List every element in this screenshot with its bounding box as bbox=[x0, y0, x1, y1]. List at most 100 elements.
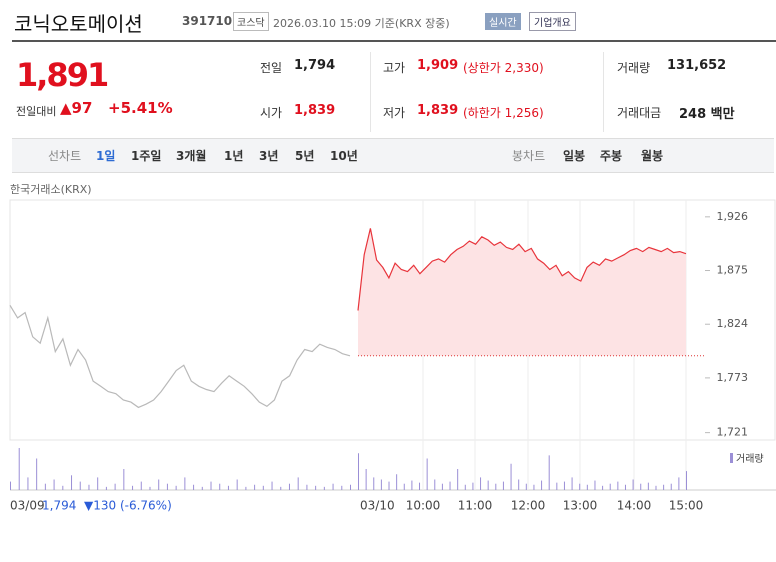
x-tick-label: 15:00 bbox=[669, 499, 704, 513]
stat-value: 1,794 bbox=[294, 58, 336, 73]
period-tab[interactable]: 10년 bbox=[330, 149, 358, 163]
stat-value: 1,839 bbox=[417, 103, 459, 118]
volume-bar bbox=[464, 484, 466, 490]
volume-bar bbox=[594, 480, 596, 490]
volume-bar bbox=[166, 483, 168, 490]
volume-bar bbox=[341, 485, 343, 490]
divider bbox=[12, 40, 776, 42]
volume-bar bbox=[36, 458, 38, 490]
x-tick-label: 03/10 bbox=[360, 499, 395, 513]
volume-bar bbox=[280, 486, 282, 490]
volume-bar bbox=[586, 484, 588, 490]
volume-bar bbox=[487, 480, 489, 490]
volume-bar bbox=[640, 483, 642, 490]
volume-bar bbox=[245, 486, 247, 490]
volume-bar bbox=[434, 479, 436, 490]
period-tab[interactable]: 1년 bbox=[224, 149, 244, 163]
volume-bar bbox=[27, 477, 29, 490]
volume-bar bbox=[350, 484, 351, 490]
stat-value: 1,839 bbox=[294, 103, 336, 118]
y-tick-label: 1,824 bbox=[717, 317, 749, 330]
tab-label: 봉차트 bbox=[512, 149, 546, 163]
stat-label: 시가 bbox=[260, 106, 283, 120]
volume-bar bbox=[210, 481, 212, 490]
volume-bar bbox=[365, 469, 367, 490]
volume-bar bbox=[123, 469, 125, 490]
period-tab[interactable]: 3개월 bbox=[176, 149, 207, 163]
volume-bar bbox=[10, 481, 11, 490]
source: 한국거래소(KRX) bbox=[10, 183, 92, 196]
candle-tab[interactable]: 월봉 bbox=[641, 149, 664, 163]
volume-bar bbox=[571, 477, 573, 490]
volume-bar bbox=[219, 483, 221, 490]
volume-bar bbox=[140, 481, 142, 490]
volume-bar bbox=[670, 483, 672, 490]
volume-bar bbox=[271, 481, 273, 490]
volume-bar bbox=[380, 479, 382, 490]
volume-bar bbox=[602, 485, 604, 490]
stat-label: 고가 bbox=[383, 61, 406, 75]
volume-bar bbox=[579, 483, 581, 490]
change-rate: +5.41% bbox=[108, 99, 173, 117]
volume-bar bbox=[132, 485, 134, 490]
stat-label: 저가 bbox=[383, 106, 406, 120]
volume-bar bbox=[556, 482, 558, 490]
stat-label: 거래량 bbox=[617, 61, 651, 75]
prev-change: ▼130 (-6.76%) bbox=[84, 499, 172, 513]
overview-button[interactable]: 기업개요 bbox=[529, 12, 576, 31]
volume-bar bbox=[533, 484, 535, 490]
volume-bar bbox=[472, 482, 474, 490]
volume-bar bbox=[510, 463, 512, 490]
volume-bar bbox=[632, 479, 634, 490]
volume-bar bbox=[44, 483, 46, 490]
plot-frame bbox=[9, 199, 776, 441]
x-tick-label: 03/09 bbox=[10, 499, 45, 513]
stat-label: 전일 bbox=[260, 61, 283, 75]
stat-value: 1,909 bbox=[417, 58, 459, 73]
legend-label: 거래량 bbox=[736, 453, 764, 465]
volume-bar bbox=[158, 479, 160, 490]
x-tick-label: 10:00 bbox=[406, 499, 441, 513]
volume-bar bbox=[306, 484, 308, 490]
volume-bar bbox=[525, 483, 527, 490]
volume-bar bbox=[502, 481, 504, 490]
period-tab[interactable]: 1일 bbox=[96, 149, 116, 163]
volume-bar bbox=[315, 485, 317, 490]
candle-tab[interactable]: 주봉 bbox=[600, 149, 623, 163]
volume-bar bbox=[609, 483, 611, 490]
volume-bar bbox=[449, 481, 451, 490]
volume-bar bbox=[254, 484, 256, 490]
volume-bar bbox=[323, 486, 325, 490]
x-tick-label: 13:00 bbox=[563, 499, 598, 513]
volume-bar bbox=[647, 482, 649, 490]
volume-bar bbox=[663, 484, 665, 490]
market-badge: 코스닥 bbox=[233, 12, 269, 31]
y-tick-label: 1,926 bbox=[717, 210, 749, 223]
price-line bbox=[9, 304, 351, 409]
stock-code: 391710 bbox=[182, 14, 233, 28]
stat-divider bbox=[370, 52, 371, 132]
volume-bar bbox=[678, 477, 680, 490]
y-tick-label: 1,721 bbox=[717, 426, 749, 439]
volume-bar bbox=[297, 477, 299, 490]
tab-label: 선차트 bbox=[48, 149, 82, 163]
candle-tab[interactable]: 일봉 bbox=[563, 149, 586, 163]
realtime-badge[interactable]: 실시간 bbox=[485, 13, 521, 30]
legend-swatch bbox=[730, 453, 733, 463]
volume-bar bbox=[288, 483, 290, 490]
volume-bar bbox=[457, 469, 459, 490]
volume-bar bbox=[193, 484, 195, 490]
stat-label: 거래대금 bbox=[617, 106, 662, 120]
volume-bar bbox=[105, 486, 107, 490]
volume-bar bbox=[403, 483, 405, 490]
period-tab[interactable]: 3년 bbox=[259, 149, 279, 163]
volume-bar bbox=[201, 486, 203, 490]
volume-bar bbox=[236, 479, 238, 490]
period-tab[interactable]: 1주일 bbox=[131, 149, 162, 163]
volume-bar bbox=[617, 481, 619, 490]
volume-bar bbox=[332, 483, 334, 490]
volume-bar bbox=[624, 484, 626, 490]
stat-divider bbox=[603, 52, 604, 132]
prev-close: 1,794 bbox=[42, 499, 76, 513]
period-tab[interactable]: 5년 bbox=[295, 149, 315, 163]
